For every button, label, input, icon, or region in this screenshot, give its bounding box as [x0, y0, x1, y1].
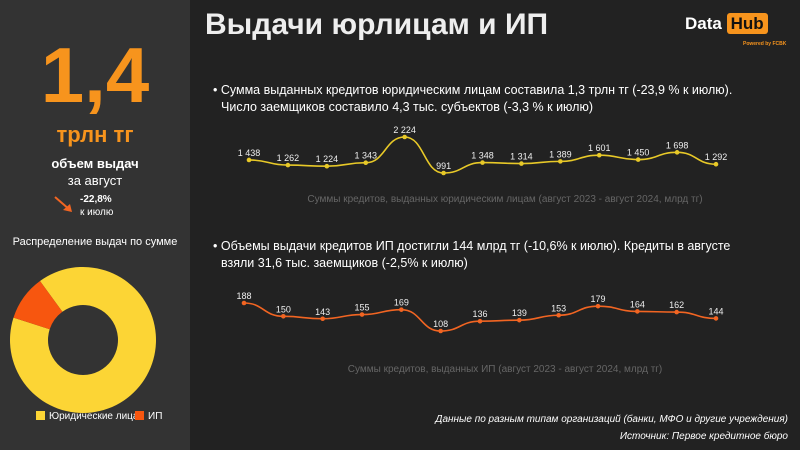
data-point [246, 157, 252, 163]
data-point [596, 152, 602, 158]
data-label: 1 601 [588, 143, 611, 153]
legal-entities-chart: 1 438 1 262 1 224 1 343 2 224 991 1 348 1 314 1 … [238, 125, 728, 176]
data-point [556, 312, 561, 318]
data-point [438, 328, 443, 334]
data-point [441, 170, 446, 176]
ip-chart: 188 150 143 155 169 108 136 139 153 179 164 162 144 [236, 291, 724, 334]
legend-ip: ИП [135, 411, 162, 422]
data-point [402, 134, 407, 140]
data-point [517, 317, 522, 323]
data-label: 144 [708, 306, 723, 316]
data-point [635, 309, 640, 314]
data-point [324, 163, 330, 169]
data-label: 2 224 [393, 125, 416, 135]
donut-slice [13, 281, 63, 330]
data-label: 136 [472, 309, 487, 319]
kpi-change-label: к июлю [80, 207, 114, 218]
page-title: Выдачи юрлицам и ИП [205, 8, 549, 41]
chart2-caption: Суммы кредитов, выданных ИП (август 2023… [347, 364, 663, 375]
donut-slice [9, 266, 156, 413]
data-label: 1 224 [316, 154, 339, 164]
data-label: 1 389 [549, 149, 572, 159]
section2-text: • Объемы выдачи кредитов ИП достигли 144… [213, 239, 731, 270]
distribution-title: Распределение выдач по сумме [12, 236, 178, 248]
section1-text: • Сумма выданных кредитов юридическим ли… [213, 83, 733, 114]
data-point [241, 300, 247, 306]
powered-by: Powered by FCBK [743, 41, 787, 47]
data-point [359, 312, 365, 317]
data-label: 1 314 [510, 152, 533, 162]
data-point [399, 307, 404, 312]
data-point [558, 159, 563, 164]
data-point [595, 303, 601, 309]
data-point [320, 316, 325, 322]
kpi-value: 1,4 [40, 31, 150, 119]
datahub-logo: Data Hub [685, 13, 768, 34]
data-point [713, 161, 719, 167]
kpi-unit: трлн тг [56, 122, 134, 147]
kpi-period: за август [67, 173, 123, 188]
donut-chart [9, 266, 156, 413]
kpi-label: объем выдач [51, 156, 139, 171]
data-label: 1 698 [666, 140, 689, 150]
data-point [285, 162, 291, 168]
data-label: 991 [436, 161, 451, 171]
data-label: 162 [669, 300, 684, 310]
data-label: 155 [354, 303, 369, 313]
data-label: 1 292 [705, 152, 728, 162]
data-label: 1 343 [354, 151, 377, 161]
data-point [674, 150, 680, 155]
data-label: 1 262 [277, 153, 300, 163]
down-arrow-icon [54, 196, 72, 212]
footer-note: Данные по разным типам организаций (банк… [435, 414, 788, 425]
data-label: 143 [315, 307, 330, 317]
data-label: 179 [590, 294, 605, 304]
data-label: 150 [276, 304, 291, 314]
data-label: 188 [236, 291, 251, 301]
data-point [281, 314, 286, 319]
legend-legal: Юридические лица [36, 411, 138, 422]
data-label: 1 450 [627, 148, 650, 158]
data-label: 108 [433, 319, 448, 329]
data-label: 153 [551, 303, 566, 313]
data-point [519, 161, 524, 166]
data-label: 139 [512, 308, 527, 318]
chart1-caption: Суммы кредитов, выданных юридическим лиц… [307, 194, 703, 205]
data-label: 164 [630, 299, 645, 309]
data-label: 1 348 [471, 151, 494, 161]
data-point [635, 157, 641, 162]
data-label: 1 438 [238, 148, 261, 158]
data-point [480, 160, 485, 165]
data-point [477, 318, 483, 324]
data-point [713, 316, 719, 321]
data-point [363, 160, 369, 166]
data-point [674, 309, 679, 315]
kpi-change: -22,8% [80, 194, 112, 205]
data-label: 169 [394, 298, 409, 308]
footer-source: Источник: Первое кредитное бюро [619, 431, 788, 442]
